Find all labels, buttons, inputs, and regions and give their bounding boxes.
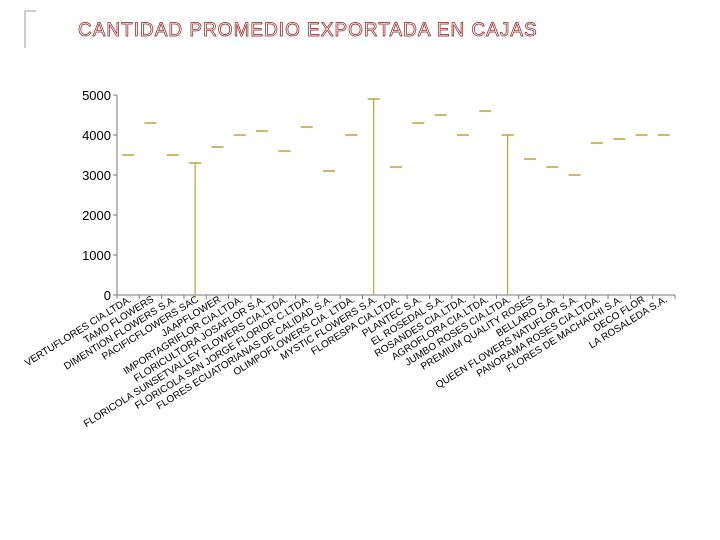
slide-corner-decoration: [24, 10, 36, 48]
chart-title: CANTIDAD PROMEDIO EXPORTADA EN CAJAS: [78, 20, 538, 42]
y-tick-label: 5000: [82, 88, 111, 103]
y-tick-label: 4000: [82, 128, 111, 143]
y-tick-label: 2000: [82, 208, 111, 223]
y-tick-label: 3000: [82, 168, 111, 183]
y-tick-label: 1000: [82, 248, 111, 263]
y-tick-label: 0: [104, 288, 111, 303]
